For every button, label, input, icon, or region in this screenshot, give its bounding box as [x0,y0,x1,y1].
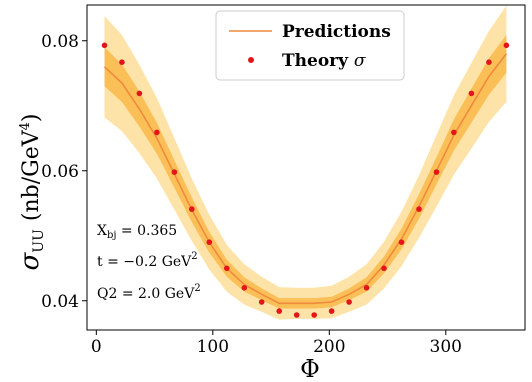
annotation-xbj-symbol: X [97,223,107,239]
legend-theory-symbol: σ [354,51,366,71]
legend: Predictions Theory σ [215,10,405,81]
theory-point [381,265,387,272]
annotation-t: t = −0.2 GeV2 [97,251,198,270]
legend-theory-swatch [248,57,254,63]
x-tick-label: 200 [313,337,345,357]
theory-point [451,129,457,136]
annotation-q2-text: Q2 = 2.0 GeV [97,286,195,302]
theory-point [486,59,492,65]
y-axis-label-units: (nb/GeV [19,129,44,221]
theory-point [258,299,265,305]
predictions-line [103,53,508,305]
theory-point [363,285,370,291]
y-axis-label: σUU (nb/GeV4) [15,114,47,271]
theory-point [468,90,475,97]
theory-point [276,308,283,314]
annotation-t-text: t = −0.2 GeV [97,254,192,270]
theory-point [101,42,108,49]
theory-point [206,239,213,245]
annotation-t-exponent: 2 [191,251,197,262]
plot-frame [86,4,526,331]
y-tick-label: 0.06 [41,162,79,182]
theory-point [154,129,160,136]
x-axis-label: Φ [300,355,320,382]
theory-point [416,206,422,212]
x-tick-label: 300 [430,337,462,357]
theory-point [503,42,510,49]
theory-point [293,312,300,318]
annotation-xbj-value: = 0.365 [116,223,177,239]
theory-point [241,285,248,291]
y-tick-label: 0.08 [41,32,79,52]
annotation-q2-exponent: 2 [194,283,200,294]
y-axis-ticks: 0.04 0.06 0.08 [41,32,87,312]
theory-point [189,206,195,212]
y-axis-label-units-exponent: 4 [18,122,33,130]
legend-theory-text: Theory [282,51,354,71]
theory-point [171,169,178,175]
y-axis-label-units-close: ) [19,114,44,123]
annotation-xbj-subscript: bj [107,230,117,241]
theory-point [328,308,335,314]
prediction-bands [104,5,507,320]
theory-point [433,169,440,175]
y-axis-label-symbol: σ [15,251,45,270]
annotations: Xbj = 0.365 t = −0.2 GeV2 Q2 = 2.0 GeV2 [97,223,201,302]
theory-point [311,312,318,318]
inner-uncertainty-band [104,34,507,309]
annotation-xbj: Xbj = 0.365 [97,223,177,241]
legend-box [215,10,405,81]
theory-point [346,299,352,305]
theory-points [101,42,510,318]
y-tick-label: 0.04 [41,292,79,312]
y-axis-label-subscript: UU [31,229,47,253]
theory-point [398,239,405,245]
theory-point [119,59,125,65]
theory-point [136,90,143,97]
x-tick-label: 100 [197,337,229,357]
theory-point [224,265,230,272]
legend-predictions-label: Predictions [282,22,391,42]
legend-theory-label: Theory σ [282,51,366,71]
x-axis-ticks: 0 100 200 300 [91,330,462,357]
x-tick-label: 0 [91,337,102,357]
annotation-q2: Q2 = 2.0 GeV2 [97,283,201,302]
